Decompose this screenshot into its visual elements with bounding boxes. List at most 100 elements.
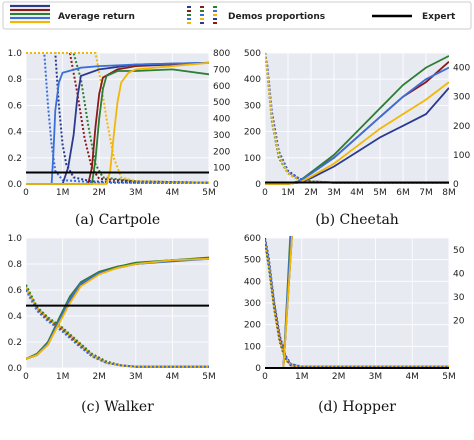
legend-label-expert: Expert [422,12,456,22]
y-left-tick-label: 0.8 [8,260,23,270]
x-tick-label: 5M [442,372,456,382]
legend-demo-swatch [200,6,204,8]
chart-panels: 0 1M 2M 3M 4M 5M0.00.20.40.60.81.001002003004… [8,49,471,415]
panel-caption: (b) Cheetah [315,212,399,228]
plot-series [265,52,449,185]
y-right-tick-label: 600 [213,82,230,92]
y-right-tick-label: 800 [213,49,230,59]
y-right-tick-label: 50 [453,246,465,256]
legend-demo-swatch [187,10,191,12]
y-left-tick-label: 0.4 [8,128,23,138]
y-right-tick-label: 100 [453,151,470,161]
x-tick-label: 0 [262,188,268,198]
legend-frame [2,1,472,30]
legend-demo-swatch [213,22,217,24]
x-tick-label: 3M [129,372,143,382]
demo-proportion-line [26,52,209,184]
y-left-tick-label: 0.6 [8,286,23,296]
y-left-tick-label: 600 [244,234,261,244]
y-right-tick-label: 40 [453,269,465,279]
x-tick-label: 2M [304,188,318,198]
legend-demo-swatch [200,10,204,12]
y-right-tick-label: 30 [453,293,465,303]
legend-demo-swatch [213,18,217,20]
y-left-tick-label: 0.0 [8,180,23,190]
y-left-tick-label: 1.0 [8,49,23,59]
x-tick-label: 3M [369,372,383,382]
legend-demo-swatch [213,6,217,8]
y-right-tick-label: 200 [453,122,470,132]
panel-caption: (a) Cartpole [75,212,160,228]
legend-demo-swatch [200,18,204,20]
x-tick-label: 2M [92,372,106,382]
y-left-tick-label: 300 [244,299,261,309]
y-right-tick-label: 300 [213,131,230,141]
panel-hopper: 0 1M 2M 3M 4M 5M 0 100 200 300 400 500 600 20 30 40 50 (d… [244,234,465,415]
x-tick-label: 5M [202,372,216,382]
x-tick-label: 4M [166,372,180,382]
y-left-tick-label: 300 [244,101,261,111]
x-tick-label: 3M [129,188,143,198]
y-right-tick-label: 500 [213,98,230,108]
x-tick-label: 7M [419,188,433,198]
legend-demo-swatch [187,18,191,20]
y-left-tick-label: 0.6 [8,101,23,111]
y-right-tick-label: 0 [213,180,219,190]
x-tick-label: 3M [327,188,341,198]
panel-walker: 0 1M 2M 3M 4M 5M 0.0 0.2 0.4 0.6 0.8 1.0 (c) Walker [8,234,216,415]
y-left-tick-label: 0 [255,364,261,374]
legend-demo-swatch [187,6,191,8]
y-right-tick-label: 20 [453,317,465,327]
plot-area [26,238,209,368]
y-right-tick-label: 200 [213,147,230,157]
y-left-tick-label: 0.2 [8,338,22,348]
x-tick-label: 2M [92,188,106,198]
demo-proportion-line [26,52,209,184]
average-return-line [26,61,209,185]
legend-label-demos-proportions: Demos proportions [228,12,325,22]
y-right-tick-label: 400 [453,64,470,74]
demo-proportion-line [26,52,209,184]
x-tick-label: 1M [56,188,70,198]
y-right-tick-label: 700 [213,65,230,75]
y-left-tick-label: 500 [244,256,261,266]
x-tick-label: 4M [350,188,364,198]
plot-series [265,236,449,369]
y-left-tick-label: 100 [244,342,261,352]
y-left-tick-label: 100 [244,154,261,164]
y-left-tick-label: 0.2 [8,154,22,164]
average-return-line [26,61,209,185]
panel-caption: (d) Hopper [318,399,396,415]
plot-series [26,256,209,368]
x-tick-label: 1M [281,188,295,198]
legend-demo-swatch [200,22,204,24]
legend-demo-swatch [187,22,191,24]
legend-label-average-return: Average return [58,12,135,22]
y-left-tick-label: 0 [255,180,261,190]
y-left-tick-label: 200 [244,128,261,138]
demo-proportion-line [26,286,209,368]
y-left-tick-label: 400 [244,277,261,287]
x-tick-label: 6M [396,188,410,198]
y-left-tick-label: 200 [244,321,261,331]
x-tick-label: 5M [373,188,387,198]
average-return-line [26,257,209,360]
x-tick-label: 1M [295,372,309,382]
legend-demo-swatch [213,14,217,16]
x-tick-label: 2M [332,372,346,382]
y-right-tick-label: 300 [453,93,470,103]
x-tick-label: 4M [166,188,180,198]
y-left-tick-label: 1.0 [8,234,23,244]
legend-demo-swatch [200,14,204,16]
x-tick-label: 0 [262,372,268,382]
y-left-tick-label: 0.8 [8,75,23,85]
y-left-tick-label: 400 [244,75,261,85]
panel-cartpole: 0 1M 2M 3M 4M 5M 0.0 0.2 0.4 0.6 0.8 1.0 0 100 200 300 4… [8,49,231,228]
x-tick-label: 4M [405,372,419,382]
x-tick-label: 0 [23,372,29,382]
x-tick-label: 1M [56,372,70,382]
y-left-tick-label: 0.0 [8,364,23,374]
y-right-tick-label: 100 [213,164,230,174]
plot-area [26,53,209,184]
y-right-tick-label: 400 [213,115,230,125]
